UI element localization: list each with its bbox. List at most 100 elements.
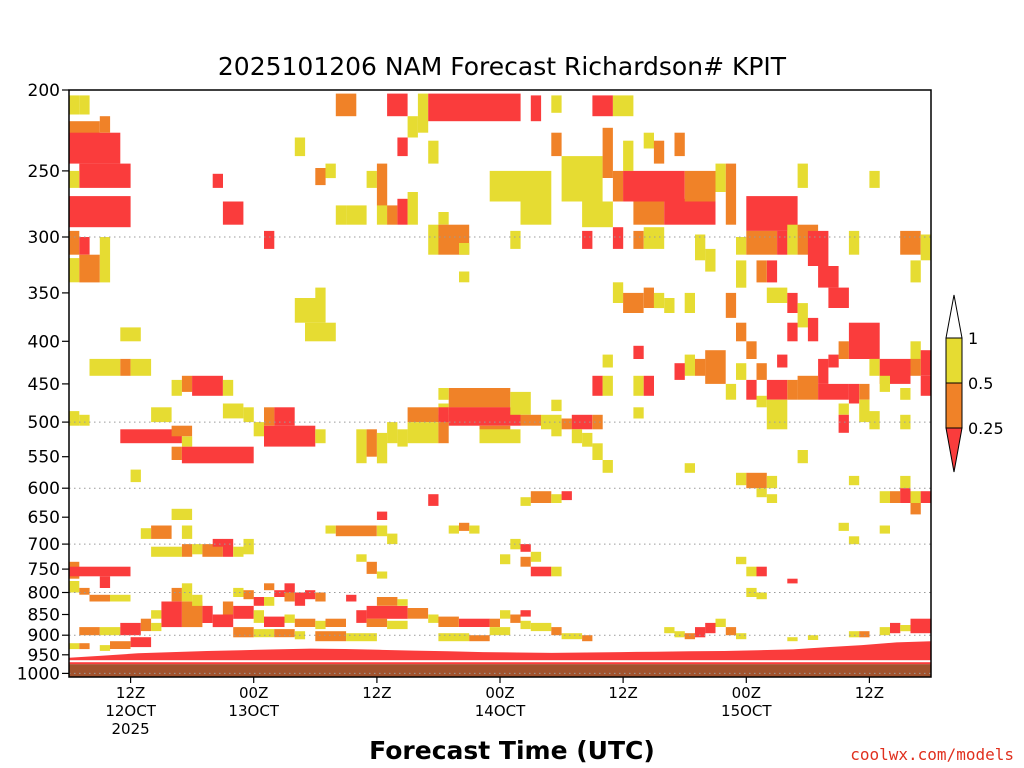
heatmap-cell-red [69, 566, 110, 577]
heatmap-cell-yellow [438, 388, 449, 400]
heatmap-cell-red [920, 375, 931, 396]
heatmap-cell-red [212, 173, 223, 188]
heatmap-cell-yellow [376, 432, 388, 464]
heatmap-cell-yellow [417, 93, 429, 133]
heatmap-cell-red [110, 566, 131, 577]
heatmap-cell-yellow [838, 403, 849, 415]
y-tick-label: 700 [28, 535, 60, 555]
heatmap-cell-yellow [859, 399, 870, 423]
heatmap-cell-yellow [192, 594, 203, 606]
y-tick-label: 750 [28, 560, 60, 580]
heatmap-cell-yellow [848, 536, 860, 545]
heatmap-cell-yellow [294, 298, 326, 323]
heatmap-cell-red [561, 491, 572, 501]
heatmap-cell-yellow [756, 395, 767, 408]
heatmap-cell-orange [520, 556, 531, 567]
y-tick-label: 350 [28, 284, 60, 304]
heatmap-cell-yellow [407, 116, 418, 138]
heatmap-cell-yellow [264, 597, 275, 606]
heatmap-cell-yellow [561, 156, 603, 202]
heatmap-cell-yellow [848, 631, 860, 638]
heatmap-cell-orange [756, 363, 767, 380]
heatmap-cell-red [264, 230, 275, 249]
heatmap-cell-red [397, 198, 408, 225]
heatmap-cell-yellow [346, 633, 377, 642]
heatmap-cell-yellow [900, 388, 911, 400]
heatmap-cell-yellow [746, 587, 757, 597]
heatmap-cell-orange [838, 341, 849, 359]
heatmap-cell-orange [695, 358, 706, 376]
heatmap-cell-yellow [879, 491, 890, 503]
heatmap-cell-orange [315, 631, 347, 642]
heatmap-cell-yellow [69, 170, 80, 188]
heatmap-cell-yellow [510, 391, 531, 415]
heatmap-cell-red [305, 590, 316, 600]
heatmap-cell-yellow [664, 298, 675, 313]
heatmap-cell-yellow [653, 292, 665, 309]
heatmap-cell-orange [315, 592, 326, 602]
y-tick-label: 900 [28, 626, 60, 646]
heatmap-cell-yellow [736, 363, 747, 380]
heatmap-cell-yellow [89, 358, 121, 376]
heatmap-cell-yellow [130, 358, 152, 376]
heatmap-cell-red [807, 317, 819, 342]
color-legend: 1 0.5 0.25 [945, 294, 1004, 473]
y-tick-label: 1000 [17, 664, 60, 684]
heatmap-cell-orange [520, 414, 541, 426]
heatmap-cell-yellow [69, 258, 80, 283]
heatmap-cell-yellow [766, 494, 778, 503]
heatmap-cell-red [766, 379, 788, 400]
heatmap-cell-red [787, 322, 798, 342]
heatmap-cell-yellow [736, 237, 747, 255]
y-tick-label: 650 [28, 508, 60, 528]
heatmap-cell-red [233, 605, 254, 619]
heatmap-cell-yellow [520, 497, 531, 506]
heatmap-cell-orange [110, 641, 131, 649]
heatmap-cell-yellow [879, 627, 890, 636]
heatmap-cell-orange [592, 414, 603, 430]
heatmap-cell-yellow [900, 475, 911, 489]
heatmap-cell-yellow [448, 525, 459, 534]
heatmap-cell-orange [612, 170, 624, 202]
heatmap-cell-red [828, 354, 839, 368]
heatmap-cell-yellow [376, 205, 388, 225]
heatmap-cell-orange [756, 260, 767, 283]
heatmap-cell-red [777, 230, 788, 255]
heatmap-cell-orange [797, 375, 819, 400]
heatmap-cell-red [848, 383, 860, 404]
heatmap-cell-red [787, 292, 798, 313]
heatmap-cell-orange [243, 590, 254, 600]
heatmap-cell-yellow [171, 508, 193, 520]
x-tick-label: 00Z [239, 684, 268, 702]
heatmap-cell-yellow [438, 633, 470, 642]
heatmap-cell-yellow [766, 399, 788, 419]
heatmap-cell-yellow [428, 224, 439, 255]
heatmap-cell-orange [859, 383, 870, 400]
heatmap-cell-yellow [612, 282, 624, 303]
heatmap-cell-red [448, 407, 521, 426]
heatmap-cell-yellow [376, 525, 388, 537]
heatmap-cell-red [920, 491, 931, 503]
heatmap-cell-red [366, 605, 408, 619]
heatmap-cell-orange [89, 594, 110, 602]
heatmap-cell-orange [910, 503, 921, 515]
heatmap-cell-yellow [869, 411, 880, 430]
heatmap-cell-yellow [910, 341, 921, 359]
heatmap-cell-orange [725, 292, 737, 318]
heatmap-cell-orange [274, 629, 295, 638]
heatmap-cell-red [787, 578, 798, 584]
heatmap-cell-orange [859, 631, 870, 638]
heatmap-cell-red [79, 237, 90, 255]
heatmap-cell-yellow [848, 475, 860, 486]
heatmap-cell-yellow [848, 230, 860, 255]
x-tick-label: 13OCT [228, 702, 279, 720]
heatmap-cell-yellow [500, 554, 511, 565]
heatmap-cell-yellow [192, 544, 203, 555]
x-axis-label: Forecast Time (UTC) [369, 736, 655, 765]
y-tick-label: 600 [28, 479, 60, 499]
heatmap-cell-yellow [664, 627, 675, 634]
heatmap-cell-yellow [869, 170, 880, 188]
heatmap-cell-yellow [305, 322, 336, 342]
heatmap-cell-orange [79, 643, 90, 650]
heatmap-cell-red [530, 95, 542, 122]
